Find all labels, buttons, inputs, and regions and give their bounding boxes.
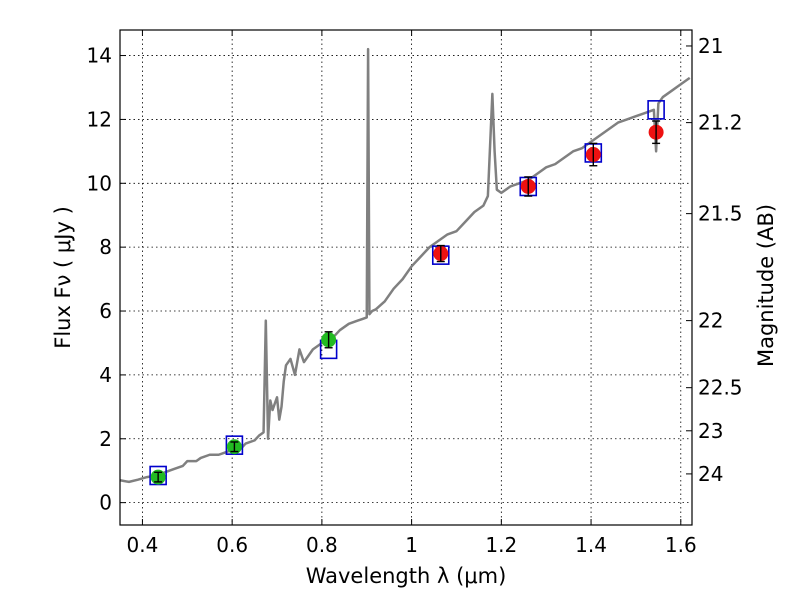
right-axis-title: Magnitude (AB)	[754, 204, 778, 367]
y-tick-label: 4	[99, 363, 112, 387]
x-tick-label: 1.4	[575, 533, 607, 557]
magnitude-tick-label: 21.5	[698, 202, 743, 226]
spectrum-line-layer	[119, 47, 691, 484]
y-tick-label: 14	[87, 44, 112, 68]
plot-frame	[119, 29, 693, 526]
y-tick-label: 10	[87, 171, 112, 195]
y-tick-label: 6	[99, 299, 112, 323]
x-tick-label: 1.6	[665, 533, 697, 557]
magnitude-tick-label: 24	[698, 462, 723, 486]
magnitude-tick-label: 23	[698, 419, 723, 443]
y-tick-label: 0	[99, 491, 112, 515]
y-axis-title: Flux Fν ( μJy )	[51, 206, 75, 349]
observed-point-layer	[150, 120, 664, 485]
x-tick-label: 1.2	[485, 533, 517, 557]
spectrum-line	[119, 47, 691, 484]
x-tick-label: 0.4	[127, 533, 159, 557]
x-tick-label: 0.6	[216, 533, 248, 557]
model-photometry-square	[647, 100, 665, 120]
magnitude-tick-label: 22	[698, 309, 723, 333]
y-tick-label: 2	[99, 427, 112, 451]
magnitude-tick-label: 21.2	[698, 111, 743, 135]
x-tick-label: 1	[405, 533, 418, 557]
magnitude-tick-label: 22.5	[698, 376, 743, 400]
x-tick-label: 0.8	[306, 533, 338, 557]
x-axis-title: Wavelength λ (μm)	[306, 564, 507, 588]
y-tick-label: 8	[99, 235, 112, 259]
magnitude-tick-label: 21	[698, 34, 723, 58]
grid	[120, 30, 692, 525]
y-tick-label: 12	[87, 107, 112, 131]
